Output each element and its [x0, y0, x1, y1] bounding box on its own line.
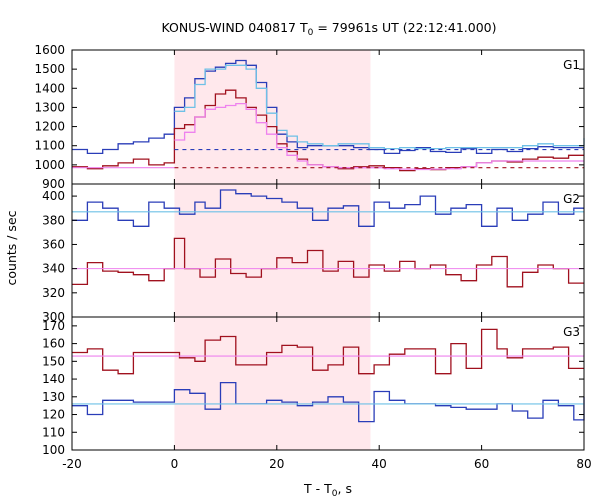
g3-panel-label: G3 — [563, 325, 580, 339]
g1-y-tick-label-1600: 1600 — [34, 43, 65, 57]
x-tick-label-0: 0 — [171, 457, 179, 471]
g1-y-tick-label-1200: 1200 — [34, 120, 65, 134]
g2-panel-label: G2 — [563, 192, 580, 206]
g1-series-light_blue-1 — [174, 64, 585, 150]
frame-layer — [71, 49, 585, 451]
series-layer — [72, 59, 585, 423]
g2-y-tick-label-360: 360 — [42, 237, 65, 251]
x-tick-label-40: 40 — [372, 457, 387, 471]
shaded-interval — [174, 50, 371, 450]
g2-y-tick-label-380: 380 — [42, 213, 65, 227]
g1-y-tick-label-1500: 1500 — [34, 62, 65, 76]
g1-y-tick-label-1400: 1400 — [34, 81, 65, 95]
shaded-interval-layer — [174, 50, 371, 450]
g2-y-tick-label-400: 400 — [42, 189, 65, 203]
x-tick-label-60: 60 — [474, 457, 489, 471]
g3-y-tick-label-150: 150 — [42, 354, 65, 368]
g2-series-blue-0 — [72, 189, 584, 227]
g2-y-tick-label-340: 340 — [42, 262, 65, 276]
g3-y-tick-label-120: 120 — [42, 408, 65, 422]
g2-y-tick-label-300: 300 — [42, 310, 65, 324]
g3-y-tick-label-130: 130 — [42, 390, 65, 404]
g3-y-tick-label-160: 160 — [42, 337, 65, 351]
g1-y-tick-label-1100: 1100 — [34, 139, 65, 153]
g2-series-red-1 — [72, 237, 584, 288]
g3-frame — [71, 316, 585, 451]
g1-y-tick-label-1300: 1300 — [34, 100, 65, 114]
g3-y-tick-label-170: 170 — [42, 319, 65, 333]
y-axis-label: counts / sec — [4, 210, 19, 285]
x-tick-label--20: -20 — [62, 457, 82, 471]
g2-y-tick-label-320: 320 — [42, 286, 65, 300]
x-tick-label-80: 80 — [576, 457, 591, 471]
g1-y-tick-label-900: 900 — [42, 177, 65, 191]
g3-y-tick-label-100: 100 — [42, 443, 65, 457]
chart-title: KONUS-WIND 040817 T0 = 79961s UT (22:12:… — [161, 20, 496, 38]
g1-y-tick-label-1000: 1000 — [34, 158, 65, 172]
g3-y-tick-label-140: 140 — [42, 372, 65, 386]
g1-series-pink-3 — [174, 102, 584, 171]
g1-panel-label: G1 — [563, 58, 580, 72]
g3-series-red-0 — [72, 328, 584, 375]
x-axis-label: T - T0, s — [303, 481, 352, 499]
g3-y-tick-label-110: 110 — [42, 425, 65, 439]
tick-layer: 9001000110012001300140015001600G13003203… — [34, 43, 591, 471]
g1-series-blue-0 — [72, 59, 584, 155]
g3-series-blue-1 — [72, 381, 585, 423]
x-tick-label-20: 20 — [269, 457, 284, 471]
